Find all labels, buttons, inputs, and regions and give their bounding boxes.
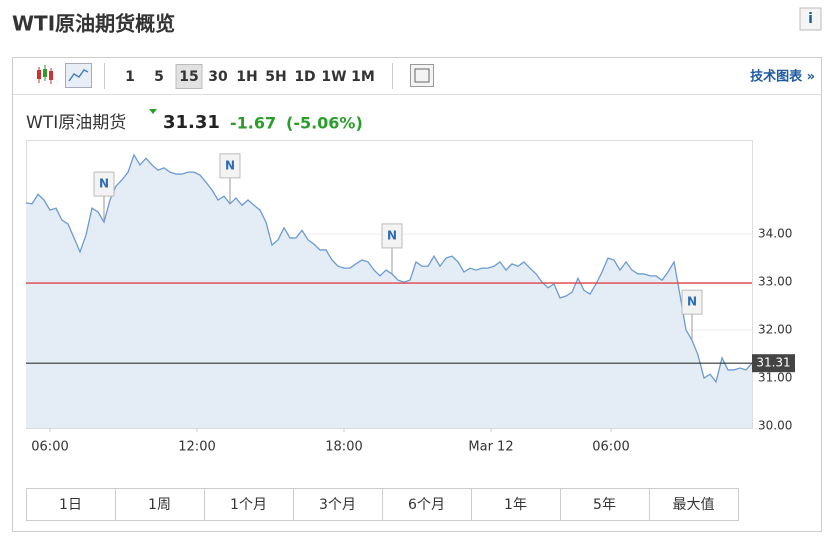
news-flag-label[interactable]: N bbox=[99, 177, 109, 191]
interval-button[interactable]: 1D bbox=[294, 69, 315, 85]
range-label[interactable]: 5年 bbox=[593, 497, 616, 513]
y-tick-label: 31.00 bbox=[758, 371, 792, 385]
x-tick-label: Mar 12 bbox=[468, 440, 513, 455]
candle-icon[interactable] bbox=[37, 65, 53, 84]
news-flag[interactable] bbox=[381, 223, 403, 249]
quote-change-pct: (-5.06%) bbox=[286, 114, 363, 133]
range-button[interactable] bbox=[471, 488, 561, 521]
news-flag-label[interactable]: N bbox=[225, 158, 235, 172]
quote-price: 31.31 bbox=[163, 112, 220, 133]
news-flag-label[interactable]: N bbox=[387, 228, 397, 242]
panel bbox=[12, 57, 822, 532]
interval-button[interactable]: 5H bbox=[265, 69, 286, 85]
interval-button[interactable]: 1W bbox=[321, 69, 346, 85]
range-button[interactable] bbox=[115, 488, 205, 521]
interval-button[interactable]: 1H bbox=[236, 69, 257, 85]
last-price-label: 31.31 bbox=[756, 356, 790, 370]
range-label[interactable]: 1周 bbox=[148, 497, 171, 513]
down-arrow bbox=[149, 109, 157, 114]
page-title: WTI原油期货概览 bbox=[12, 12, 175, 36]
interval-button[interactable]: 30 bbox=[208, 69, 228, 85]
table-icon[interactable] bbox=[410, 64, 434, 87]
x-tick-label: 12:00 bbox=[178, 440, 215, 455]
range-button[interactable] bbox=[26, 488, 116, 521]
y-tick-label: 30.00 bbox=[758, 419, 792, 433]
technical-chart-link[interactable]: 技术图表 » bbox=[750, 69, 815, 85]
interval-button[interactable]: 1 bbox=[125, 69, 135, 85]
range-label[interactable]: 最大值 bbox=[673, 497, 715, 513]
quote-name: WTI原油期货 bbox=[26, 113, 126, 133]
range-button[interactable] bbox=[382, 488, 472, 521]
area-fill bbox=[26, 154, 752, 428]
x-tick-label: 06:00 bbox=[31, 440, 68, 455]
line-icon[interactable] bbox=[65, 63, 92, 88]
quote-change: -1.67 bbox=[230, 114, 276, 133]
news-flag-label[interactable]: N bbox=[687, 295, 697, 309]
range-label[interactable]: 1日 bbox=[59, 497, 82, 513]
interval-button[interactable]: 15 bbox=[179, 69, 198, 85]
x-tick-label: 06:00 bbox=[592, 440, 629, 455]
line-icon-glyph bbox=[68, 69, 89, 82]
range-label[interactable]: 1个月 bbox=[230, 497, 267, 513]
news-flag[interactable] bbox=[93, 171, 115, 197]
y-tick-label: 32.00 bbox=[758, 323, 792, 337]
last-price-tag bbox=[752, 354, 795, 373]
range-button[interactable] bbox=[649, 488, 739, 521]
range-label[interactable]: 6个月 bbox=[408, 497, 445, 513]
interval-button[interactable]: 5 bbox=[154, 69, 164, 85]
range-label[interactable]: 1年 bbox=[504, 497, 527, 513]
news-flag[interactable] bbox=[219, 153, 241, 179]
price-line bbox=[25, 153, 753, 384]
interval-selected bbox=[175, 64, 203, 89]
table-icon-glyph bbox=[414, 68, 430, 83]
x-tick-label: 18:00 bbox=[325, 440, 362, 455]
interval-button[interactable]: 1M bbox=[351, 69, 375, 85]
news-flag[interactable] bbox=[681, 289, 703, 315]
info-button[interactable] bbox=[799, 7, 822, 31]
y-tick-label: 34.00 bbox=[758, 227, 792, 241]
range-label[interactable]: 3个月 bbox=[319, 497, 356, 513]
info-icon[interactable]: i bbox=[808, 11, 813, 27]
y-tick-label: 33.00 bbox=[758, 275, 792, 289]
